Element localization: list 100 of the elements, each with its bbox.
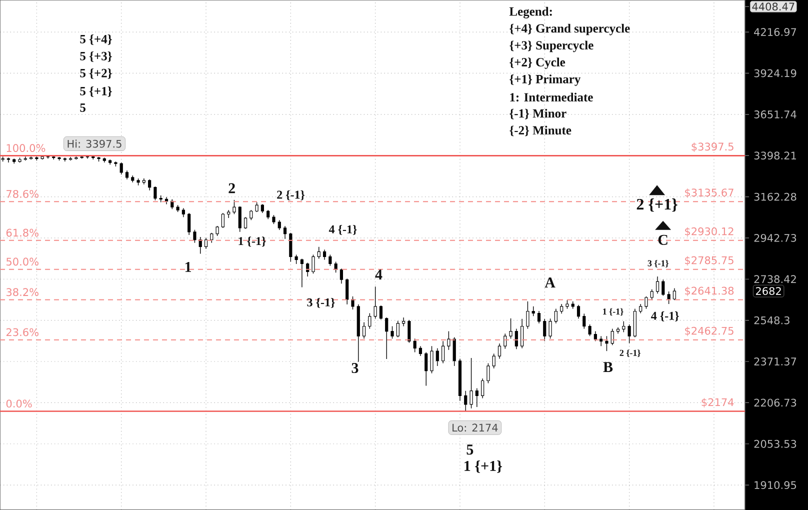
annotation: 3 {-1}	[648, 260, 668, 268]
annotation: 5	[80, 104, 86, 112]
candlestick	[24, 156, 27, 161]
candlestick	[442, 340, 445, 364]
annotation: 2 {+1}	[636, 198, 678, 212]
candlestick	[554, 308, 558, 324]
candlestick	[520, 318, 524, 349]
candlestick	[379, 305, 383, 320]
candlestick	[266, 210, 270, 220]
candlestick	[278, 220, 281, 230]
candlestick	[120, 162, 123, 175]
annotation: 0.0%	[6, 400, 32, 408]
candlestick	[452, 336, 456, 366]
annotation: 2 {-1}	[620, 350, 640, 358]
annotation: 5 {+4}	[80, 34, 112, 45]
candlestick	[537, 310, 541, 324]
candlestick	[193, 229, 196, 244]
annotation: 100.0%	[6, 144, 46, 152]
annotation: {-1} Minor	[510, 108, 566, 120]
candlestick	[498, 343, 502, 360]
candlestick	[656, 276, 660, 294]
candlestick	[436, 348, 439, 366]
candlestick	[362, 322, 366, 339]
annotation: Lo: 2174	[452, 424, 498, 432]
y-tick-label: 2942.73	[754, 234, 796, 242]
annotation: 61.8%	[6, 228, 38, 237]
candlestick	[289, 232, 292, 262]
y-tick-label: 2738.42	[754, 275, 796, 284]
candlestick	[368, 312, 372, 330]
candlestick	[492, 353, 496, 369]
text: 2682	[756, 287, 781, 296]
annotation: 4 {-1}	[651, 311, 679, 322]
candlestick	[204, 238, 208, 250]
candlestick	[294, 254, 298, 264]
candlestick	[396, 320, 400, 338]
candlestick	[402, 317, 406, 327]
candlestick	[667, 291, 670, 304]
candlestick	[272, 214, 276, 224]
candlestick	[238, 206, 242, 232]
annotation: 23.6%	[6, 328, 38, 336]
y-tick-label: 2548.3	[754, 316, 790, 324]
candlestick	[408, 320, 411, 344]
y-tick-label: 3398.21	[754, 152, 796, 160]
candlestick	[216, 226, 219, 236]
annotation: 2 {-1}	[277, 190, 305, 200]
candlestick	[283, 226, 287, 240]
candlestick	[582, 313, 586, 330]
annotation: A	[544, 278, 556, 288]
annotation: 78.6%	[6, 190, 38, 198]
candlestick	[639, 304, 642, 314]
annotation: 4	[375, 270, 382, 280]
candlestick	[475, 388, 478, 408]
candlestick	[424, 352, 428, 386]
y-tick-label: 2206.73	[754, 398, 796, 407]
candlestick	[486, 362, 490, 384]
candlestick	[244, 216, 248, 230]
candlestick	[351, 296, 354, 310]
annotation: {+2} Cycle	[510, 58, 566, 70]
annotation: {+3} Supercycle	[510, 40, 594, 52]
candlestick	[250, 210, 253, 220]
candlestick	[548, 318, 552, 339]
annotation: 3	[352, 362, 358, 374]
candlestick	[346, 278, 349, 305]
candlestick	[63, 157, 66, 162]
annotation: 1 {-1}	[238, 236, 266, 247]
candlestick	[232, 200, 236, 214]
candlestick	[526, 301, 530, 330]
candlestick	[662, 279, 665, 296]
candlestick	[470, 358, 473, 409]
ref-line-label: $2930.12	[685, 227, 734, 237]
annotation: 4 {-1}	[328, 224, 357, 235]
candlestick	[509, 318, 512, 339]
candlestick	[340, 268, 344, 284]
candlestick	[418, 346, 422, 356]
candlestick	[481, 378, 484, 399]
annotation: 1: Intermediate	[510, 92, 593, 102]
candlestick	[588, 324, 592, 336]
candlestick	[605, 336, 608, 352]
annotation: 5 {+2}	[80, 68, 112, 79]
annotation: 1 {+1}	[464, 460, 502, 473]
y-tick-label: 4216.97	[754, 28, 796, 36]
annotation: 5 {+1}	[80, 86, 112, 97]
candlestick	[413, 338, 416, 353]
candlestick	[6, 157, 10, 163]
annotation: B	[603, 362, 613, 372]
candlestick	[317, 246, 320, 260]
annotation: 3 {-1}	[307, 298, 335, 308]
ref-line-label: $3135.67	[685, 188, 734, 198]
candlestick	[622, 320, 626, 333]
ref-line-label: $2462.75	[685, 326, 734, 336]
candlestick	[576, 304, 580, 319]
ref-line-label: $2641.38	[685, 286, 734, 296]
candlestick	[464, 390, 468, 412]
annotation: 5 {+3}	[80, 52, 112, 62]
candlestick	[227, 210, 230, 218]
y-tick-label: 3924.19	[754, 69, 796, 78]
candlestick	[560, 304, 564, 314]
annotation: {-2} Minute	[510, 126, 572, 136]
candlestick	[594, 330, 597, 342]
candlestick	[322, 249, 326, 260]
